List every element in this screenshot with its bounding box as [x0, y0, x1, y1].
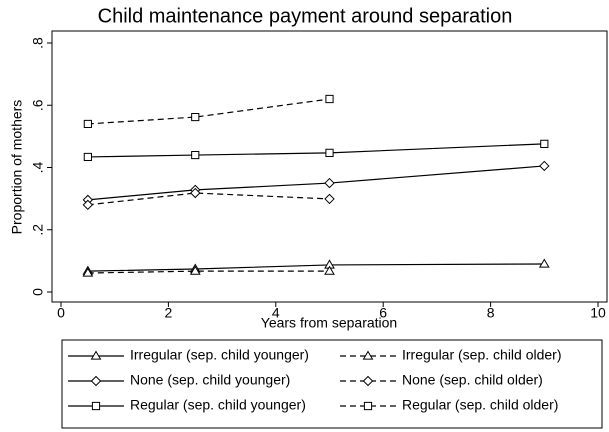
marker — [362, 350, 374, 360]
marker — [324, 177, 335, 189]
plot-frame — [51, 30, 608, 303]
series-line — [87, 143, 545, 158]
marker — [191, 112, 200, 122]
legend-label: Irregular (sep. child older) — [402, 347, 562, 363]
y-tick-label: .6 — [30, 99, 46, 111]
marker — [538, 258, 550, 268]
series-line — [87, 270, 330, 274]
legend-label: None (sep. child older) — [402, 372, 543, 388]
marker — [191, 150, 200, 160]
marker — [325, 148, 334, 157]
marker — [82, 267, 94, 277]
legend-box — [61, 339, 603, 429]
marker — [363, 401, 373, 411]
x-tick-label: 6 — [379, 305, 387, 321]
marker — [83, 119, 92, 129]
y-axis-title: Proportion of mothers — [9, 100, 25, 235]
y-tick-label: 0 — [30, 288, 46, 296]
marker — [539, 160, 550, 172]
marker — [189, 265, 201, 275]
y-tick-label: .8 — [30, 37, 46, 49]
series-line — [87, 263, 545, 272]
marker — [90, 350, 102, 360]
marker — [82, 199, 94, 211]
x-tick-label: 2 — [165, 305, 173, 321]
marker — [190, 187, 201, 199]
marker — [540, 139, 549, 148]
legend-label: Regular (sep. child older) — [402, 397, 558, 413]
marker — [83, 152, 92, 162]
legend-label: Irregular (sep. child younger) — [130, 347, 309, 363]
legend-label: Regular (sep. child younger) — [130, 397, 306, 413]
chart-title: Child maintenance payment around separat… — [98, 5, 513, 27]
y-tick-label: .4 — [30, 161, 46, 173]
marker — [324, 193, 335, 205]
x-tick-label: 0 — [57, 305, 65, 321]
series-line — [87, 98, 330, 125]
y-tick-label: .2 — [30, 224, 46, 236]
x-tick-label: 8 — [487, 305, 495, 321]
x-tick-label: 4 — [272, 305, 280, 321]
marker — [325, 94, 334, 104]
legend-label: None (sep. child younger) — [130, 372, 290, 388]
marker — [324, 265, 335, 275]
marker — [362, 375, 374, 387]
x-tick-label: 10 — [590, 305, 606, 321]
series-line — [87, 165, 545, 201]
x-axis-title: Years from separation — [261, 315, 397, 331]
marker — [91, 401, 101, 411]
marker — [90, 375, 102, 387]
